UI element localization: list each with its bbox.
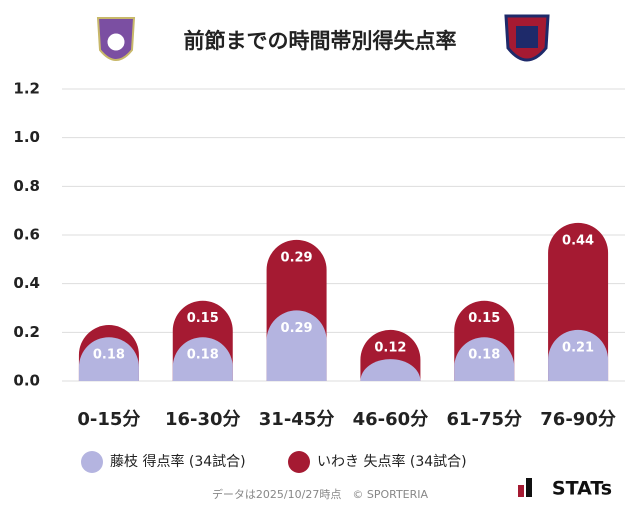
value-label: 0.21 (562, 340, 594, 355)
value-label: 0.18 (93, 348, 125, 363)
value-label: 0.15 (187, 311, 219, 326)
home-logo (96, 17, 136, 61)
value-label: 0.29 (281, 321, 313, 336)
away-logo (504, 14, 550, 62)
y-tick-label: 0.0 (13, 372, 40, 390)
value-label: 0.44 (562, 233, 594, 248)
legend-label: 藤枝 得点率 (34試合) (110, 453, 246, 470)
brand-mark (526, 478, 532, 497)
y-tick-label: 1.2 (13, 80, 40, 98)
value-label: 0.15 (468, 311, 500, 326)
legend-swatch (81, 451, 103, 473)
bar-segment (454, 337, 515, 381)
bar-segment (266, 310, 327, 381)
bar-segment (172, 337, 233, 381)
bar-segment (548, 329, 609, 381)
y-tick-label: 0.2 (13, 323, 40, 341)
y-tick-label: 1.0 (13, 128, 40, 146)
legend-label: いわき 失点率 (34試合) (317, 453, 467, 470)
x-tick-label: 46-60分 (353, 409, 429, 430)
value-label: 0.18 (187, 348, 219, 363)
value-label: 0.18 (468, 348, 500, 363)
y-tick-label: 0.8 (13, 177, 40, 195)
footnote: データは2025/10/27時点 © SPORTERIA (212, 487, 429, 501)
y-tick-label: 0.4 (13, 274, 40, 292)
x-tick-label: 16-30分 (165, 409, 241, 430)
x-tick-label: 31-45分 (259, 409, 335, 430)
bar-segment (360, 359, 421, 381)
value-label: 0.29 (281, 250, 313, 265)
bar-segment (78, 337, 139, 381)
brand-mark (518, 485, 524, 497)
legend-swatch (288, 451, 310, 473)
chart-title: 前節までの時間帯別得失点率 (184, 29, 457, 53)
x-tick-label: 61-75分 (446, 409, 522, 430)
value-label: 0.12 (374, 340, 406, 355)
brand: STATs (552, 478, 612, 500)
x-tick-label: 76-90分 (540, 409, 616, 430)
x-tick-label: 0-15分 (77, 409, 140, 430)
y-tick-label: 0.6 (13, 226, 40, 244)
